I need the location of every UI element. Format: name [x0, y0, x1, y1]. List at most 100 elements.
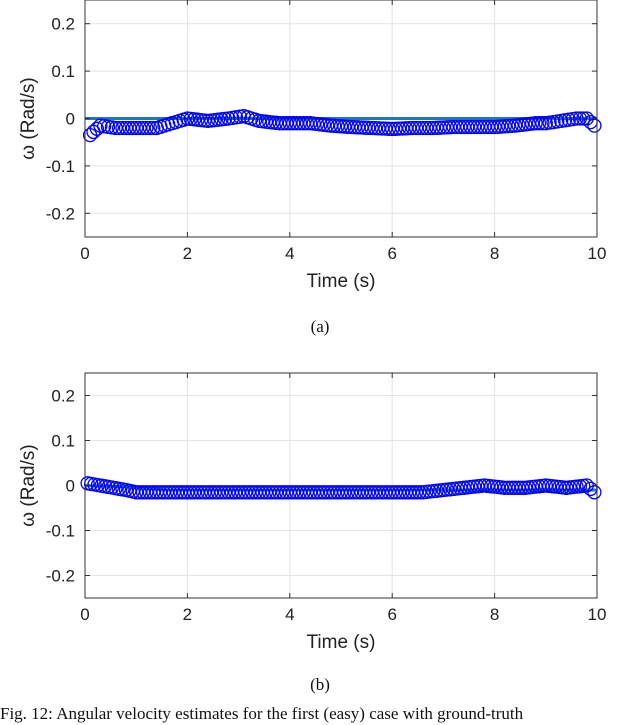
estimate-point [443, 120, 458, 135]
estimate-point [367, 120, 383, 136]
estimate-point [422, 120, 437, 136]
estimate-point [330, 118, 345, 134]
estimate-point [210, 485, 226, 500]
estimate-point [108, 120, 123, 136]
estimate-point [587, 118, 602, 133]
estimate-point [320, 485, 335, 500]
estimate-point [139, 485, 154, 500]
estimate-point [361, 485, 376, 500]
estimate-point [333, 485, 349, 500]
estimate-point [340, 485, 355, 500]
estimate-point [115, 120, 130, 136]
estimate-point [292, 116, 308, 131]
x-tick-label: 8 [490, 605, 499, 624]
estimate-point [569, 111, 584, 126]
estimate-point [497, 480, 512, 495]
estimate-point [361, 120, 376, 135]
estimate-point [412, 485, 427, 500]
y-tick-label: -0.2 [46, 204, 75, 223]
y-tick-label: 0.2 [51, 15, 75, 34]
estimate-point [371, 121, 386, 136]
y-tick-label: -0.1 [46, 157, 75, 176]
estimate-point [463, 119, 478, 135]
y-tick-label: -0.1 [46, 522, 75, 541]
y-axis-label: ω (Rad/s) [18, 444, 39, 526]
x-tick-label: 6 [387, 244, 396, 263]
estimate-point [514, 480, 530, 495]
estimate-point [163, 485, 178, 500]
estimate-point [528, 116, 543, 131]
estimate-point [231, 485, 246, 500]
chart-panel-a: 0 2 4 6 8 10 0.2 0.1 0 -0.1 -0.2 Time (s) ω (Rad/s) [0, 0, 640, 300]
chart-panel-b: 0 2 4 6 8 10 0.2 0.1 0 -0.1 -0.2 Time (s) ω (Rad/s) [0, 355, 640, 665]
estimate-point [217, 485, 233, 500]
estimate-point [111, 120, 127, 136]
y-tick-label: 0 [66, 110, 75, 129]
chart-a-plot: 0 2 4 6 8 10 0.2 0.1 0 -0.1 -0.2 Time (s) ω (Rad/s) [18, 0, 607, 292]
estimate-point [470, 119, 485, 135]
x-tick-label: 0 [80, 605, 89, 624]
estimate-point [542, 115, 557, 130]
estimate-point [391, 121, 407, 136]
y-tick-label: 0 [66, 477, 75, 496]
estimate-point [344, 119, 359, 135]
estimate-point [446, 119, 461, 135]
estimate-point [234, 485, 250, 500]
estimate-point [572, 111, 588, 126]
estimate-point [166, 485, 181, 500]
estimate-point [385, 121, 400, 137]
subfigure-label-a: (a) [310, 317, 330, 336]
estimate-point [415, 120, 431, 136]
x-tick-label: 0 [80, 244, 89, 263]
estimate-point [323, 118, 338, 133]
estimate-point [268, 485, 284, 500]
estimate-point [289, 116, 304, 131]
estimate-point [129, 485, 144, 500]
estimate-point [190, 485, 205, 500]
estimate-point [241, 485, 256, 500]
estimate-point [159, 485, 175, 500]
x-tick-label: 10 [588, 605, 607, 624]
estimate-point [183, 485, 198, 500]
x-tick-label: 4 [285, 605, 294, 624]
estimate-point [391, 485, 407, 500]
subfigure-label-b: (b) [310, 675, 330, 694]
estimate-point [258, 485, 274, 500]
estimate-point [466, 119, 482, 135]
estimate-point [286, 485, 301, 500]
estimate-point [487, 119, 502, 135]
estimate-point [132, 485, 147, 500]
estimate-point [388, 121, 403, 136]
estimate-point [395, 485, 410, 500]
estimate-point [412, 120, 427, 136]
x-tick-label: 10 [588, 244, 607, 263]
estimate-point [265, 485, 280, 500]
estimate-point [289, 485, 304, 500]
estimate-point [309, 485, 325, 500]
estimate-series-a [82, 108, 602, 143]
estimate-point [156, 485, 171, 500]
estimate-point [89, 121, 105, 136]
estimate-point [504, 118, 519, 133]
figure-caption: Fig. 12: Angular velocity estimates for … [0, 704, 524, 723]
estimate-point [490, 119, 506, 134]
estimate-point [139, 120, 154, 136]
estimate-point [292, 485, 308, 500]
y-axis-label: ω (Rad/s) [18, 77, 39, 159]
estimate-point [576, 111, 591, 126]
estimate-point [531, 116, 547, 131]
estimate-point [282, 116, 297, 131]
estimate-point [313, 485, 328, 500]
estimate-point [395, 121, 410, 136]
estimate-point [214, 485, 229, 500]
x-tick-label: 2 [183, 605, 192, 624]
estimate-point [129, 120, 144, 136]
y-tick-label: 0.1 [51, 62, 75, 81]
estimate-point [262, 485, 277, 500]
estimate-point [135, 120, 151, 136]
x-tick-label: 4 [285, 244, 294, 263]
estimate-point [299, 116, 315, 131]
chart-b-plot: 0 2 4 6 8 10 0.2 0.1 0 -0.1 -0.2 Time (s) ω (Rad/s) [18, 372, 607, 653]
x-tick-label: 6 [387, 605, 396, 624]
estimate-point [146, 120, 161, 136]
